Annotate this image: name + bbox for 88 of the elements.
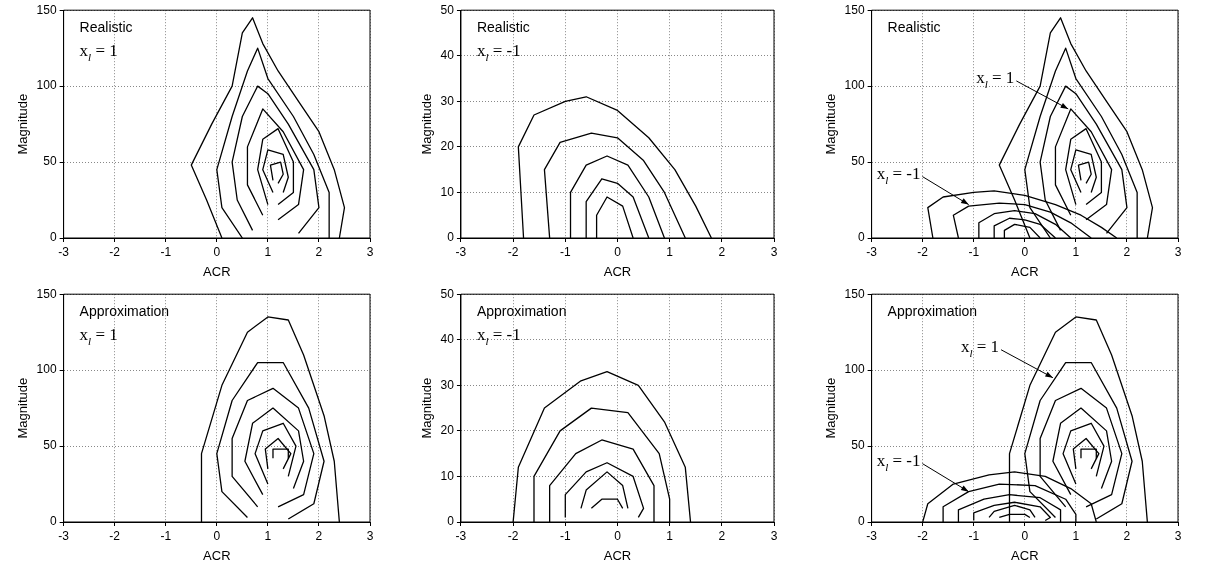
x-tick-label: 3 bbox=[1174, 244, 1182, 259]
y-axis-title: Magnitude bbox=[823, 377, 839, 439]
x-tick-label: -3 bbox=[455, 528, 467, 543]
x-tick-label: -3 bbox=[866, 244, 878, 259]
y-tick-label: 20 bbox=[440, 423, 455, 438]
x-tick-label: 0 bbox=[614, 528, 622, 543]
y-tick-label: 100 bbox=[36, 78, 57, 93]
x-axis-title: ACR bbox=[203, 263, 231, 279]
y-tick-label: 30 bbox=[440, 377, 455, 392]
x-tick-label: 1 bbox=[1072, 528, 1080, 543]
y-tick-label: 0 bbox=[49, 514, 57, 529]
x-axis-title: ACR bbox=[1011, 263, 1039, 279]
y-tick-label: 50 bbox=[851, 438, 865, 453]
y-tick-label: 150 bbox=[36, 2, 57, 17]
x-axis-title: ACR bbox=[603, 263, 632, 279]
x-tick-label: 2 bbox=[315, 244, 323, 259]
y-tick-label: 0 bbox=[447, 514, 455, 529]
y-axis-title: Magnitude bbox=[15, 93, 31, 155]
y-tick-label: 50 bbox=[43, 154, 57, 169]
x-tick-label: -2 bbox=[917, 244, 929, 259]
annotation: Approximation bbox=[476, 303, 567, 320]
x-tick-label: -3 bbox=[455, 244, 467, 259]
x-tick-label: 3 bbox=[770, 528, 778, 543]
y-tick-label: 0 bbox=[49, 230, 57, 245]
x-axis-title: ACR bbox=[203, 547, 231, 563]
y-tick-label: 50 bbox=[851, 154, 865, 169]
x-tick-label: -2 bbox=[507, 528, 519, 543]
x-tick-label: 3 bbox=[1174, 528, 1182, 543]
x-tick-label: -1 bbox=[968, 528, 980, 543]
y-tick-label: 100 bbox=[844, 362, 865, 377]
y-tick-label: 150 bbox=[844, 286, 865, 301]
y-tick-label: 0 bbox=[857, 230, 865, 245]
x-tick-label: -1 bbox=[968, 244, 980, 259]
annotation: Approximation bbox=[887, 303, 978, 320]
x-tick-label: -1 bbox=[559, 528, 571, 543]
x-tick-label: -1 bbox=[160, 528, 172, 543]
annotation: Approximation bbox=[79, 303, 170, 320]
y-tick-label: 50 bbox=[440, 2, 455, 17]
x-tick-label: 3 bbox=[366, 244, 374, 259]
x-tick-label: -3 bbox=[58, 528, 70, 543]
y-tick-label: 100 bbox=[36, 362, 57, 377]
y-tick-label: 150 bbox=[36, 286, 57, 301]
y-axis-title: Magnitude bbox=[419, 377, 435, 439]
x-tick-label: -3 bbox=[866, 528, 878, 543]
y-axis-title: Magnitude bbox=[15, 377, 31, 439]
x-tick-label: 0 bbox=[213, 244, 221, 259]
x-axis-title: ACR bbox=[1011, 547, 1039, 563]
y-axis-title: Magnitude bbox=[419, 93, 435, 155]
y-tick-label: 50 bbox=[440, 286, 455, 301]
x-tick-label: 1 bbox=[666, 244, 674, 259]
y-tick-label: 10 bbox=[440, 184, 455, 199]
x-tick-label: -2 bbox=[109, 528, 121, 543]
annotation: Realistic bbox=[79, 19, 133, 36]
y-tick-label: 50 bbox=[43, 438, 57, 453]
y-tick-label: 30 bbox=[440, 93, 455, 108]
x-tick-label: 0 bbox=[614, 244, 622, 259]
x-tick-label: 0 bbox=[1021, 244, 1029, 259]
x-tick-label: -3 bbox=[58, 244, 70, 259]
y-tick-label: 20 bbox=[440, 139, 455, 154]
x-tick-label: 2 bbox=[315, 528, 323, 543]
x-tick-label: -2 bbox=[109, 244, 121, 259]
x-tick-label: 3 bbox=[366, 528, 374, 543]
x-tick-label: -2 bbox=[507, 244, 519, 259]
x-tick-label: -2 bbox=[917, 528, 929, 543]
x-tick-label: 2 bbox=[1123, 244, 1131, 259]
y-axis-title: Magnitude bbox=[823, 93, 839, 155]
y-tick-label: 40 bbox=[440, 48, 455, 63]
y-tick-label: 150 bbox=[844, 2, 865, 17]
annotation: Realistic bbox=[887, 19, 941, 36]
x-tick-label: 2 bbox=[1123, 528, 1131, 543]
x-tick-label: -1 bbox=[559, 244, 571, 259]
x-tick-label: 3 bbox=[770, 244, 778, 259]
x-tick-label: 1 bbox=[264, 244, 272, 259]
x-tick-label: 0 bbox=[1021, 528, 1029, 543]
x-tick-label: 0 bbox=[213, 528, 221, 543]
y-tick-label: 10 bbox=[440, 468, 455, 483]
y-tick-label: 100 bbox=[844, 78, 865, 93]
y-tick-label: 0 bbox=[857, 514, 865, 529]
y-tick-label: 40 bbox=[440, 332, 455, 347]
x-tick-label: 1 bbox=[264, 528, 272, 543]
x-tick-label: 2 bbox=[718, 528, 726, 543]
x-tick-label: -1 bbox=[160, 244, 172, 259]
x-tick-label: 1 bbox=[1072, 244, 1080, 259]
annotation: Realistic bbox=[476, 19, 530, 36]
x-tick-label: 2 bbox=[718, 244, 726, 259]
x-axis-title: ACR bbox=[603, 547, 632, 563]
x-tick-label: 1 bbox=[666, 528, 674, 543]
y-tick-label: 0 bbox=[447, 230, 455, 245]
